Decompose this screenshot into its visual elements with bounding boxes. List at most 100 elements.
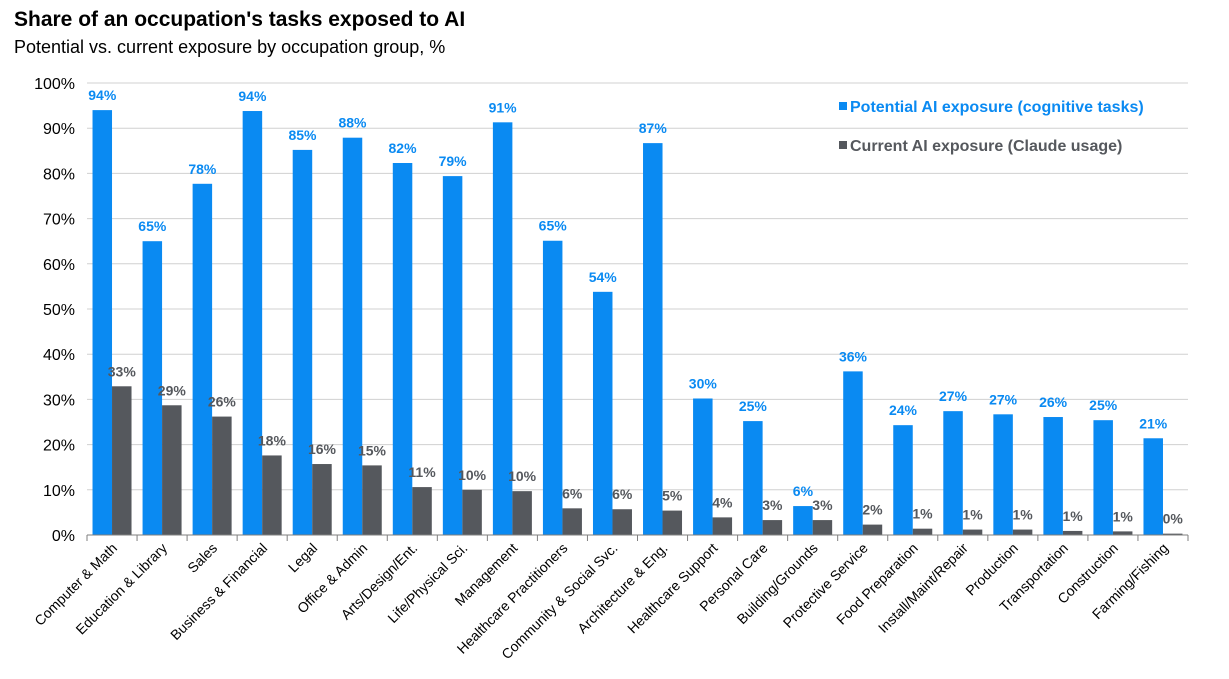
data-label-current: 18% <box>258 432 287 448</box>
y-tick-label: 100% <box>34 76 75 93</box>
data-label-current: 26% <box>208 394 237 410</box>
bar-potential <box>893 425 913 535</box>
data-label-potential: 78% <box>188 161 217 177</box>
bar-current <box>712 517 733 535</box>
x-tick-label: Legal <box>285 540 321 576</box>
bar-potential <box>693 398 713 535</box>
chart-subtitle: Potential vs. current exposure by occupa… <box>14 37 446 57</box>
data-label-current: 6% <box>562 485 583 501</box>
bar-current <box>162 405 182 535</box>
data-label-potential: 27% <box>939 388 968 404</box>
bar-current <box>762 520 783 535</box>
bar-potential <box>793 506 813 535</box>
data-label-current: 6% <box>612 486 633 502</box>
x-tick-label: Sales <box>184 540 220 576</box>
data-labels: 94% 33% 65% 29% 78% 26% 94% 18% 85% 16% 88% 15% 82% 1… <box>88 87 1183 527</box>
y-tick-label: 60% <box>43 257 75 274</box>
data-label-potential: 6% <box>793 483 814 499</box>
data-label-potential: 85% <box>288 127 317 143</box>
data-label-potential: 65% <box>138 218 167 234</box>
data-label-potential: 54% <box>589 269 618 285</box>
bar-current <box>662 510 683 535</box>
data-label-current: 3% <box>812 497 833 513</box>
bar-potential <box>92 110 113 536</box>
data-label-current: 1% <box>1113 508 1134 524</box>
data-label-potential: 26% <box>1039 394 1068 410</box>
bar-current <box>112 386 132 535</box>
data-label-current: 0% <box>1163 511 1184 527</box>
y-tick-label: 30% <box>43 392 75 409</box>
legend-swatch <box>839 102 847 110</box>
bar-potential <box>1093 420 1113 535</box>
data-label-current: 5% <box>662 488 683 504</box>
chart-title: Share of an occupation's tasks exposed t… <box>14 8 466 31</box>
y-tick-label: 90% <box>43 121 75 138</box>
data-label-current: 11% <box>408 464 436 480</box>
y-tick-label: 40% <box>43 347 75 364</box>
bar-potential <box>492 122 513 535</box>
bar-potential <box>1043 417 1063 535</box>
bar-potential <box>643 143 663 535</box>
x-tick-label: Education & Library <box>72 540 170 638</box>
bar-potential <box>442 176 463 535</box>
bar-current <box>862 524 883 535</box>
bar-potential <box>392 163 413 535</box>
legend-label: Potential AI exposure (cognitive tasks) <box>850 99 1144 116</box>
data-label-potential: 94% <box>88 87 117 103</box>
data-label-potential: 87% <box>639 120 668 136</box>
data-label-current: 1% <box>962 507 983 523</box>
bar-current <box>212 416 232 535</box>
x-tick-label: Computer & Math <box>31 540 120 629</box>
bar-current <box>512 491 532 535</box>
x-tick-label: Healthcare Support <box>624 540 721 637</box>
bar-current <box>1062 530 1083 535</box>
bar-current <box>1162 533 1183 535</box>
x-tick-label: Install/Maint/Repair <box>875 540 971 636</box>
bar-current <box>312 464 332 535</box>
y-tick-label: 70% <box>43 212 75 229</box>
data-label-potential: 21% <box>1139 415 1168 431</box>
data-label-potential: 65% <box>539 218 568 234</box>
bar-potential <box>592 291 613 535</box>
data-label-potential: 94% <box>238 88 267 104</box>
data-label-current: 10% <box>458 467 487 483</box>
y-tick-label: 10% <box>43 483 75 500</box>
bar-current <box>1112 531 1133 535</box>
legend-label: Current AI exposure (Claude usage) <box>850 138 1122 155</box>
data-label-current: 4% <box>712 494 733 510</box>
bar-potential <box>743 421 763 535</box>
y-axis: 0% 10% 20% 30% 40% 50% 60% 70% 80% 90% 100% <box>34 76 75 545</box>
data-label-current: 1% <box>912 506 933 522</box>
bar-current <box>262 455 282 535</box>
data-label-potential: 27% <box>989 391 1018 407</box>
data-label-potential: 88% <box>338 115 367 131</box>
data-label-current: 29% <box>158 382 187 398</box>
bar-current <box>362 465 382 535</box>
y-tick-label: 50% <box>43 302 75 319</box>
data-label-current: 16% <box>308 441 337 457</box>
data-label-current: 2% <box>862 502 883 518</box>
bar-potential <box>142 241 163 535</box>
legend: Potential AI exposure (cognitive tasks) C… <box>839 99 1144 155</box>
bars <box>92 110 1183 536</box>
x-tick-label: Architecture & Eng. <box>574 540 671 637</box>
data-label-current: 1% <box>1012 507 1033 523</box>
data-label-potential: 25% <box>739 398 768 414</box>
bar-potential <box>192 183 213 535</box>
data-label-current: 1% <box>1063 508 1084 524</box>
data-label-potential: 91% <box>489 99 518 115</box>
bar-current <box>412 487 432 535</box>
data-label-current: 15% <box>358 442 387 458</box>
data-label-current: 3% <box>762 497 783 513</box>
bar-current <box>562 508 582 535</box>
bar-current <box>462 489 482 535</box>
data-label-current: 33% <box>108 363 137 379</box>
data-label-potential: 24% <box>889 402 918 418</box>
data-label-potential: 25% <box>1089 397 1118 413</box>
bar-current <box>912 528 933 535</box>
data-label-potential: 36% <box>839 348 868 364</box>
x-tick-label: Business & Financial <box>167 540 270 643</box>
bar-potential <box>342 137 363 535</box>
bar-potential <box>242 111 263 536</box>
